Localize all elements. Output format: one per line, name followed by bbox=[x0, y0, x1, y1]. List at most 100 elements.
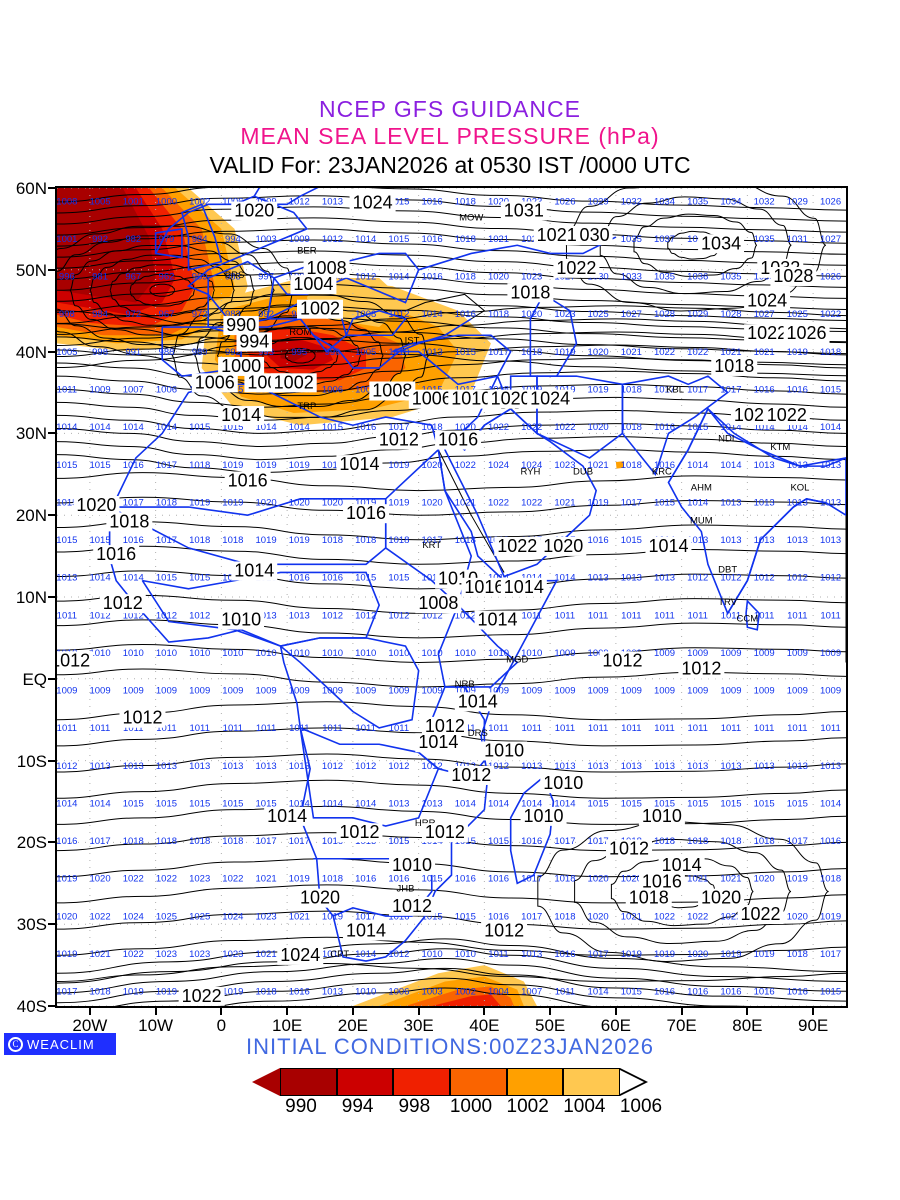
svg-text:1024: 1024 bbox=[123, 911, 144, 922]
svg-text:1017: 1017 bbox=[57, 987, 77, 998]
svg-text:1014: 1014 bbox=[787, 422, 808, 433]
svg-text:1012: 1012 bbox=[322, 761, 343, 772]
svg-text:1019: 1019 bbox=[123, 987, 144, 998]
svg-text:1016: 1016 bbox=[488, 874, 509, 885]
svg-text:1000: 1000 bbox=[156, 196, 177, 207]
x-axis-tick bbox=[549, 1008, 552, 1015]
svg-text:1018: 1018 bbox=[455, 535, 476, 546]
svg-text:1012: 1012 bbox=[422, 761, 443, 772]
svg-text:1009: 1009 bbox=[687, 648, 708, 659]
svg-text:1009: 1009 bbox=[488, 686, 509, 697]
svg-text:1009: 1009 bbox=[355, 686, 376, 697]
x-axis-tick bbox=[483, 1008, 486, 1015]
colorbar-tick-labels: 990 994 998 1000 1002 1004 1006 bbox=[270, 1096, 662, 1120]
svg-text:1020: 1020 bbox=[491, 389, 531, 409]
svg-text:969: 969 bbox=[192, 272, 208, 283]
y-axis-tick bbox=[48, 841, 55, 844]
x-axis-label: 60E bbox=[600, 1016, 631, 1035]
svg-text:1013: 1013 bbox=[787, 460, 808, 471]
svg-text:1012: 1012 bbox=[484, 920, 524, 940]
svg-text:PRS: PRS bbox=[225, 270, 245, 281]
colorbar-segment bbox=[506, 1068, 564, 1096]
svg-text:1028: 1028 bbox=[654, 309, 675, 320]
svg-text:1017: 1017 bbox=[388, 422, 409, 433]
svg-text:DRS: DRS bbox=[468, 728, 488, 739]
svg-text:1011: 1011 bbox=[754, 723, 774, 734]
svg-text:1018: 1018 bbox=[455, 272, 476, 283]
svg-text:1017: 1017 bbox=[156, 460, 177, 471]
svg-text:1018: 1018 bbox=[554, 874, 575, 885]
svg-text:1012: 1012 bbox=[425, 822, 465, 842]
weather-map[interactable]: 1008 1005 1001 1000 1002 1006 1009 1012 1013 1014… bbox=[55, 186, 848, 1008]
y-axis-tick bbox=[48, 432, 55, 435]
svg-text:1010: 1010 bbox=[322, 648, 343, 659]
svg-text:1017: 1017 bbox=[289, 836, 310, 847]
svg-text:1024: 1024 bbox=[488, 460, 509, 471]
svg-text:1014: 1014 bbox=[156, 422, 177, 433]
svg-text:1011: 1011 bbox=[90, 723, 110, 734]
svg-text:996: 996 bbox=[59, 272, 75, 283]
svg-text:1014: 1014 bbox=[820, 798, 841, 809]
svg-text:1027: 1027 bbox=[820, 234, 841, 245]
page-title-line3: VALID For: 23JAN2026 at 0530 IST /0000 U… bbox=[209, 152, 691, 178]
svg-text:979: 979 bbox=[159, 234, 175, 245]
svg-text:1021: 1021 bbox=[588, 460, 609, 471]
svg-text:1014: 1014 bbox=[57, 422, 77, 433]
svg-text:1024: 1024 bbox=[521, 234, 542, 245]
svg-text:1009: 1009 bbox=[455, 686, 476, 697]
svg-text:1022: 1022 bbox=[497, 536, 537, 556]
svg-text:991: 991 bbox=[125, 347, 141, 358]
svg-text:1019: 1019 bbox=[189, 497, 210, 508]
svg-text:1018: 1018 bbox=[621, 385, 642, 396]
svg-text:1009: 1009 bbox=[222, 686, 243, 697]
svg-text:1010: 1010 bbox=[488, 648, 509, 659]
svg-text:1017: 1017 bbox=[787, 836, 808, 847]
x-axis-label: 10E bbox=[272, 1016, 303, 1035]
svg-text:1020: 1020 bbox=[588, 422, 609, 433]
svg-text:1017: 1017 bbox=[488, 347, 509, 358]
svg-text:1011: 1011 bbox=[588, 723, 608, 734]
svg-text:1001: 1001 bbox=[123, 196, 144, 207]
svg-text:1018: 1018 bbox=[156, 497, 177, 508]
svg-text:989: 989 bbox=[192, 347, 208, 358]
svg-text:1026: 1026 bbox=[787, 323, 827, 343]
svg-text:1021: 1021 bbox=[720, 347, 741, 358]
svg-text:1019: 1019 bbox=[289, 535, 310, 546]
svg-text:1006: 1006 bbox=[412, 389, 452, 409]
svg-text:DUB: DUB bbox=[573, 466, 593, 477]
svg-text:1013: 1013 bbox=[222, 761, 243, 772]
svg-text:TRV: TRV bbox=[718, 597, 737, 608]
svg-text:972: 972 bbox=[125, 309, 141, 320]
svg-text:1015: 1015 bbox=[189, 798, 210, 809]
svg-text:1014: 1014 bbox=[289, 422, 310, 433]
svg-text:MUM: MUM bbox=[690, 515, 713, 526]
svg-text:1018: 1018 bbox=[488, 309, 509, 320]
svg-text:1014: 1014 bbox=[355, 949, 376, 960]
svg-text:1019: 1019 bbox=[754, 949, 775, 960]
colorbar-label: 998 bbox=[398, 1096, 431, 1117]
svg-text:1024: 1024 bbox=[530, 389, 570, 409]
svg-text:1023: 1023 bbox=[256, 911, 277, 922]
svg-text:1018: 1018 bbox=[714, 356, 754, 376]
svg-text:1011: 1011 bbox=[555, 610, 575, 621]
svg-text:1021: 1021 bbox=[537, 225, 577, 245]
svg-text:1012: 1012 bbox=[681, 659, 721, 679]
svg-text:1011: 1011 bbox=[721, 723, 741, 734]
svg-text:1016: 1016 bbox=[455, 309, 476, 320]
svg-text:1012: 1012 bbox=[602, 650, 642, 670]
svg-text:1022: 1022 bbox=[521, 422, 542, 433]
svg-text:1009: 1009 bbox=[588, 648, 609, 659]
svg-text:1016: 1016 bbox=[123, 535, 144, 546]
colorbar: 990 994 998 1000 1002 1004 1006 bbox=[0, 1068, 900, 1120]
initial-conditions-label: INITIAL CONDITIONS:00Z23JAN2026 bbox=[246, 1034, 654, 1059]
svg-text:1017: 1017 bbox=[820, 949, 841, 960]
svg-text:1014: 1014 bbox=[221, 405, 261, 425]
x-axis-label: 0 bbox=[216, 1016, 227, 1035]
svg-text:KRT: KRT bbox=[422, 540, 441, 551]
contour-label-layer: 1020102410311030102110341022103210281008… bbox=[57, 192, 830, 1006]
svg-text:1009: 1009 bbox=[355, 385, 376, 396]
svg-text:1020: 1020 bbox=[488, 272, 509, 283]
page-title-line1: NCEP GFS GUIDANCE bbox=[319, 96, 581, 122]
svg-text:1013: 1013 bbox=[422, 347, 443, 358]
svg-text:1015: 1015 bbox=[156, 798, 177, 809]
